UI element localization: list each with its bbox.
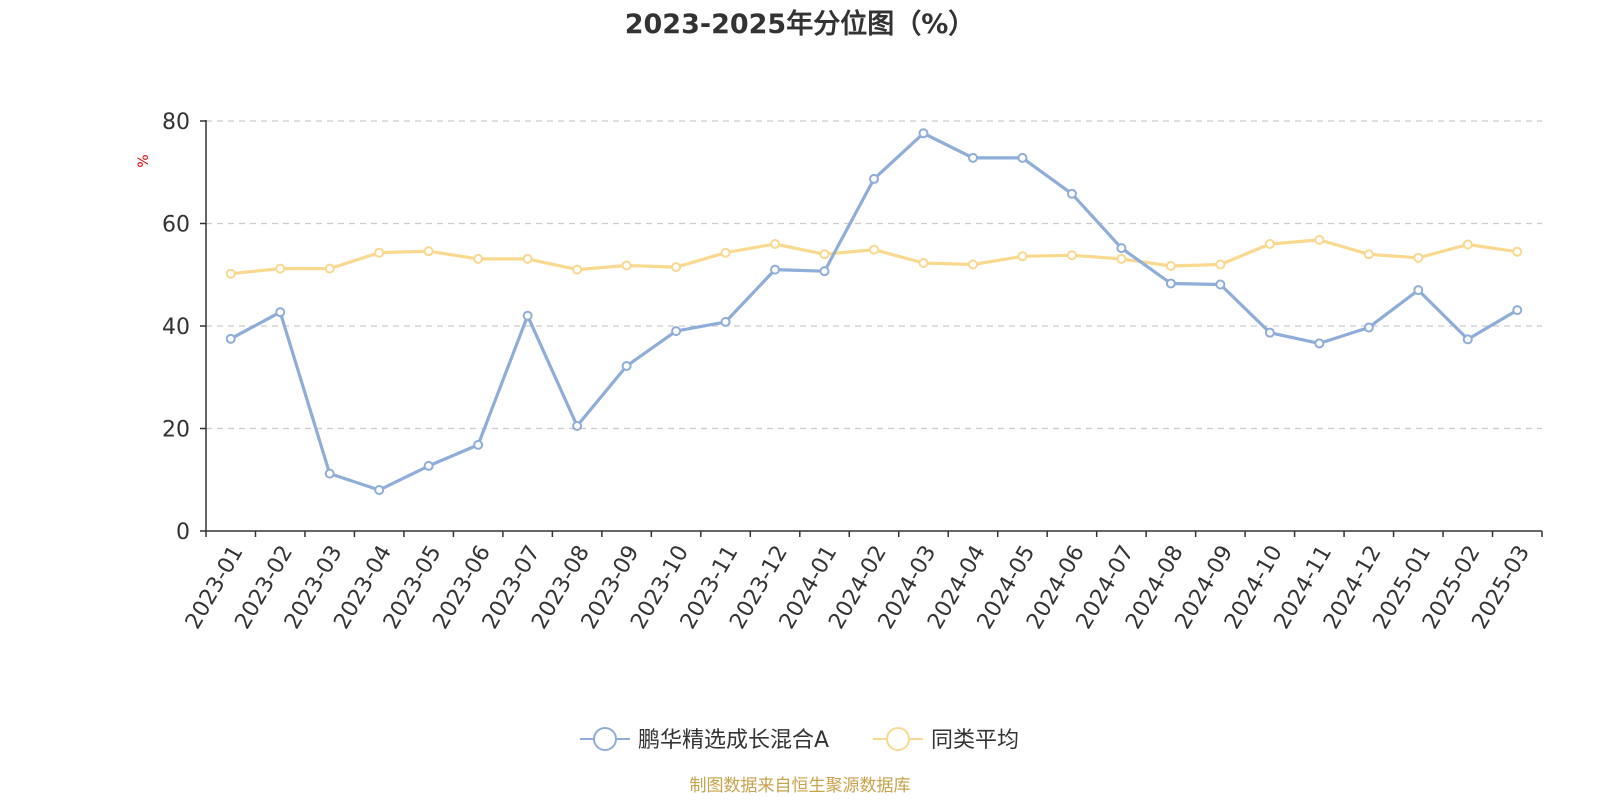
y-tick-labels: 0 20 40 60 80: [162, 110, 190, 545]
axes: [200, 120, 1543, 537]
y-tick-label: 40: [162, 315, 190, 340]
series-1-point: [1215, 259, 1226, 270]
legend-swatch-marker: [593, 727, 617, 751]
series-0-point: [1215, 279, 1226, 290]
y-axis-label: %: [136, 154, 152, 167]
series-1-point: [225, 268, 236, 279]
series-0-point: [1314, 338, 1325, 349]
series-0-point: [1017, 152, 1028, 163]
series-0-point: [1165, 278, 1176, 289]
series-1-point: [1314, 234, 1325, 245]
source-note: 制图数据来自恒生聚源数据库: [690, 776, 911, 796]
series-0-point: [473, 439, 484, 450]
series-1-point: [621, 260, 632, 271]
series-0-point: [819, 266, 830, 277]
series-1-point: [275, 263, 286, 274]
series-0-point: [770, 264, 781, 275]
grid-lines: [206, 120, 1542, 430]
series-1-point: [1116, 253, 1127, 264]
series-0-point: [1066, 188, 1077, 199]
y-tick-label: 60: [162, 213, 190, 238]
legend-swatch-marker: [886, 727, 910, 751]
series-0-point: [720, 316, 731, 327]
series-1-point: [869, 244, 879, 255]
series-1-point: [819, 249, 830, 260]
series-1-point: [918, 257, 929, 268]
series-1-point: [1017, 251, 1028, 262]
series: [225, 128, 1523, 495]
series-0-point: [572, 420, 583, 431]
series-0-point: [374, 485, 385, 495]
series-1-point: [522, 253, 533, 264]
series-1-point: [770, 239, 781, 249]
series-1-point: [324, 263, 335, 274]
series-0-point: [1264, 327, 1275, 338]
series-1-point: [1462, 239, 1473, 250]
series-1-point: [1264, 239, 1275, 249]
series-1-point: [1363, 249, 1374, 260]
y-tick-label: 80: [162, 110, 190, 135]
series-1-point: [572, 264, 583, 275]
series-0-point: [275, 307, 286, 318]
series-1-point: [1066, 250, 1077, 261]
series-0-point: [225, 333, 236, 344]
series-0-point: [1462, 334, 1473, 345]
y-tick-label: 0: [176, 520, 190, 545]
series-0-point: [671, 326, 682, 337]
series-0-point: [1413, 285, 1424, 296]
chart-title: 2023-2025年分位图（%）: [625, 8, 976, 40]
series-0-point: [967, 152, 978, 163]
legend-label: 鹏华精选成长混合A: [638, 728, 829, 753]
series-line-0: [229, 131, 1519, 492]
series-0-point: [621, 360, 632, 371]
series-1-point: [473, 253, 484, 264]
series-0-point: [324, 468, 335, 479]
y-tick-label: 20: [162, 418, 190, 443]
series-0-point: [1512, 305, 1523, 316]
legend-label: 同类平均: [931, 728, 1019, 753]
series-1-point: [671, 262, 682, 273]
series-0-point: [1116, 243, 1127, 254]
series-1-point: [1165, 261, 1176, 272]
series-0-point: [869, 173, 879, 184]
series-1-point: [423, 246, 434, 257]
legend: 鹏华精选成长混合A 同类平均: [580, 727, 1019, 753]
series-1-point: [374, 247, 385, 258]
series-0-point: [918, 128, 929, 139]
series-0-point: [1363, 322, 1374, 333]
series-0-point: [522, 310, 533, 321]
series-1-point: [967, 259, 978, 270]
series-0-point: [423, 460, 434, 471]
series-1-point: [1413, 252, 1424, 263]
series-1-point: [720, 247, 731, 258]
series-1-point: [1512, 246, 1523, 257]
x-tick-labels: 2023-012023-022023-032023-042023-052023-…: [181, 541, 1535, 633]
